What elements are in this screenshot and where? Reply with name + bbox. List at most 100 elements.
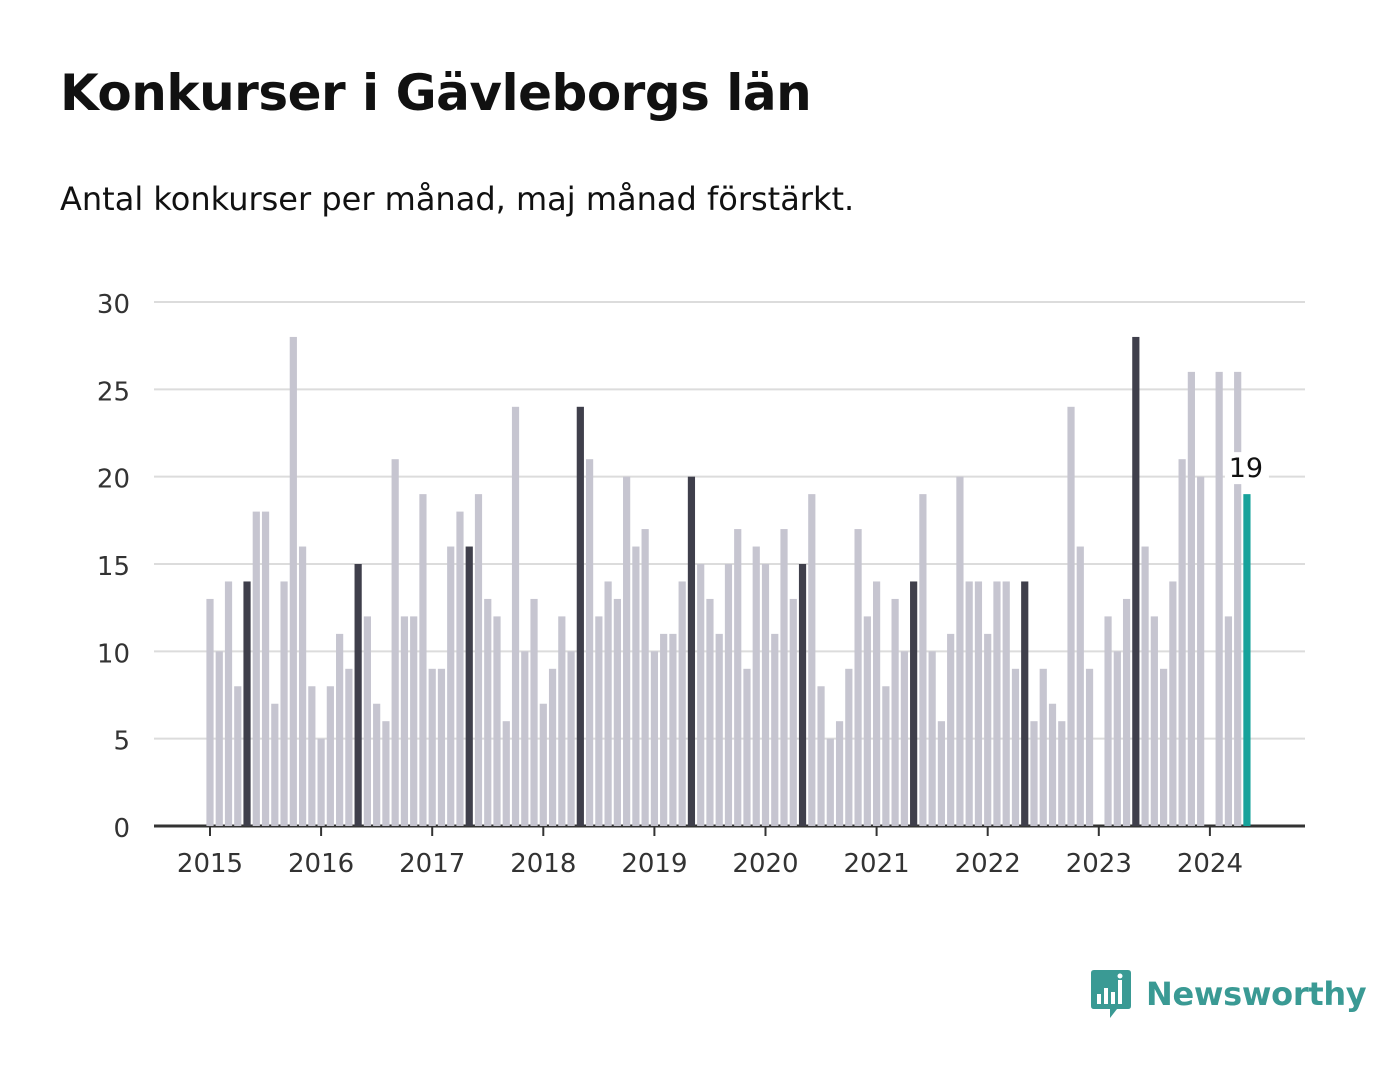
bar [771, 633, 779, 826]
bar [623, 476, 631, 826]
bar [1243, 494, 1251, 826]
bar [854, 529, 862, 826]
bar [835, 721, 844, 826]
bar [261, 511, 270, 826]
bar [743, 668, 751, 826]
last-value-label: 19 [1229, 453, 1263, 484]
x-tick-label: 2020 [732, 849, 798, 879]
bar [734, 529, 742, 826]
bar [826, 738, 834, 826]
chart-title: Konkurser i Gävleborgs län [60, 64, 812, 122]
bar [252, 511, 260, 826]
y-tick-label: 10 [97, 639, 130, 669]
x-tick-label: 2021 [844, 849, 910, 879]
bar [604, 581, 612, 826]
bar [465, 546, 473, 826]
bar [1122, 598, 1131, 826]
bar [511, 406, 520, 826]
bar [613, 598, 621, 826]
bar [928, 651, 936, 826]
y-tick-label: 5 [113, 727, 130, 757]
x-tick-label: 2022 [955, 849, 1021, 879]
bar [873, 581, 881, 826]
bar [706, 598, 714, 826]
bar [484, 598, 492, 826]
bar [1178, 459, 1186, 826]
bar [1197, 476, 1205, 826]
bar [650, 651, 658, 826]
x-axis-ticks: 2015 2016 2017 2018 2019 2020 2021 2022 2023 2024 [177, 826, 1243, 879]
bar [363, 616, 371, 826]
bar [493, 616, 501, 826]
y-tick-label: 20 [97, 465, 130, 495]
bar [373, 703, 381, 826]
bar [660, 633, 668, 826]
bar [289, 336, 297, 826]
bar [354, 564, 362, 826]
bar [669, 633, 677, 826]
bar [1067, 406, 1075, 826]
bar [345, 668, 353, 826]
bar [1215, 371, 1223, 826]
bar [1011, 668, 1020, 826]
x-tick-label: 2018 [510, 849, 576, 879]
bar [382, 721, 390, 826]
bar [428, 668, 436, 826]
bar [1021, 581, 1029, 826]
bar [845, 668, 853, 826]
bar [336, 633, 344, 826]
bar [1113, 651, 1121, 826]
bar [1132, 336, 1140, 826]
x-tick-label: 2017 [399, 849, 465, 879]
data-labels: 19 [1224, 452, 1269, 485]
bar [1150, 616, 1158, 826]
brand-name: Newsworthy [1146, 975, 1367, 1013]
bar [974, 581, 983, 826]
bar [882, 686, 890, 826]
bar [947, 633, 955, 826]
brand: Newsworthy [1090, 968, 1367, 1020]
bar [271, 703, 279, 826]
bar [1048, 703, 1057, 826]
bar [576, 406, 584, 826]
x-tick-label: 2023 [1066, 849, 1132, 879]
x-tick-label: 2015 [177, 849, 243, 879]
bar [678, 581, 686, 826]
y-tick-label: 15 [97, 552, 130, 582]
newsworthy-logo-icon [1091, 970, 1131, 1018]
bar [937, 721, 946, 826]
bar [206, 598, 214, 826]
bar [697, 564, 705, 826]
bar [817, 686, 825, 826]
bar [1104, 616, 1112, 826]
bar [780, 529, 788, 826]
bar [641, 529, 649, 826]
bar [548, 668, 557, 826]
bar [984, 633, 992, 826]
bar [900, 651, 908, 826]
bar [1076, 546, 1084, 826]
bar [1224, 616, 1233, 826]
bar [993, 581, 1001, 826]
bar [863, 616, 871, 826]
chart-subtitle: Antal konkurser per månad, maj månad för… [60, 180, 855, 218]
bar [1234, 371, 1242, 826]
bar [1030, 721, 1038, 826]
x-tick-label: 2016 [288, 849, 354, 879]
y-tick-label: 0 [113, 814, 130, 844]
bar [1187, 371, 1195, 826]
bar [400, 616, 409, 826]
bar [215, 651, 223, 826]
bar [474, 494, 483, 826]
bar [308, 686, 316, 826]
bars [206, 336, 1251, 826]
bar [761, 564, 770, 826]
x-tick-label: 2024 [1177, 849, 1243, 879]
bar [502, 721, 510, 826]
bar [752, 546, 760, 826]
bar [595, 616, 603, 826]
bar [224, 581, 233, 826]
bar [558, 616, 566, 826]
bar [715, 633, 723, 826]
bar [419, 494, 427, 826]
